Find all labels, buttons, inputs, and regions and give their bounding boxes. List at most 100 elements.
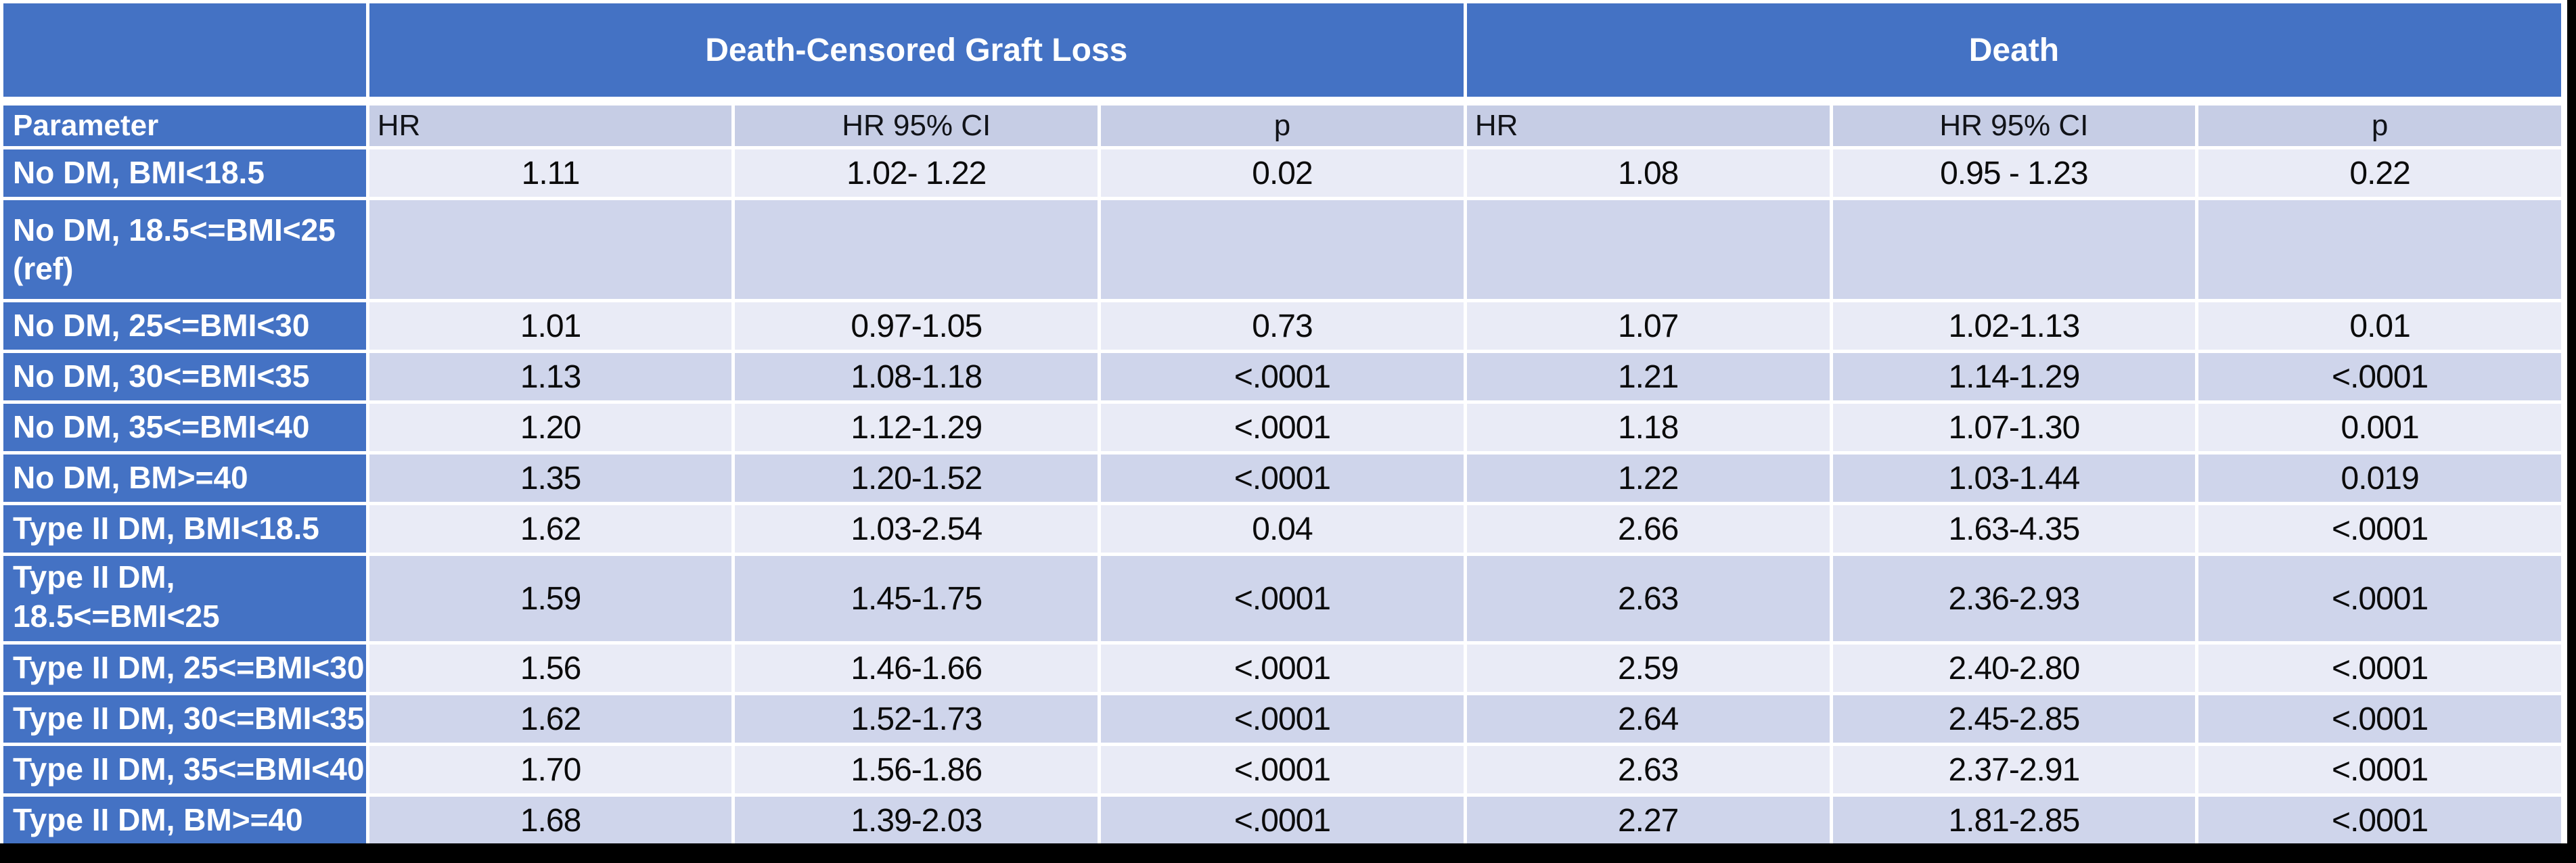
value-cell: 1.59 <box>369 556 732 641</box>
value-cell: 1.45-1.75 <box>735 556 1098 641</box>
value-cell: 0.02 <box>1101 149 1464 197</box>
table-row: Type II DM, 35<=BMI<40 1.70 1.56-1.86 <.… <box>3 746 2561 793</box>
corner-cell <box>3 3 366 102</box>
value-cell: 1.11 <box>369 149 732 197</box>
table-row: No DM, BM>=40 1.35 1.20-1.52 <.0001 1.22… <box>3 454 2561 502</box>
param-cell: Type II DM, BM>=40 <box>3 797 366 844</box>
value-cell: <.0001 <box>2198 556 2561 641</box>
value-cell: 1.02-1.13 <box>1832 302 2196 350</box>
param-cell: Type II DM, 30<=BMI<35 <box>3 695 366 743</box>
value-cell: <.0001 <box>1101 454 1464 502</box>
param-cell: No DM, 30<=BMI<35 <box>3 353 366 400</box>
value-cell: 0.001 <box>2198 404 2561 451</box>
param-label: Type II DM, 30<=BMI<35 <box>13 701 365 737</box>
column-header-hr-death: HR <box>1466 106 1830 146</box>
value-cell: <.0001 <box>1101 695 1464 743</box>
value-cell: 2.63 <box>1466 746 1830 793</box>
group-header-row: Death-Censored Graft Loss Death <box>3 3 2561 102</box>
value-cell: 0.95 - 1.23 <box>1832 149 2196 197</box>
table-row: No DM, BMI<18.5 1.11 1.02- 1.22 0.02 1.0… <box>3 149 2561 197</box>
param-label: Type II DM, 35<=BMI<40 <box>13 751 365 787</box>
value-cell: 1.07 <box>1466 302 1830 350</box>
value-cell: <.0001 <box>1101 746 1464 793</box>
value-cell: 1.02- 1.22 <box>735 149 1098 197</box>
value-cell: 1.21 <box>1466 353 1830 400</box>
table-row: Type II DM, BM>=40 1.68 1.39-2.03 <.0001… <box>3 797 2561 844</box>
value-cell: <.0001 <box>2198 746 2561 793</box>
value-cell: 0.04 <box>1101 505 1464 553</box>
table-row: Type II DM, 18.5<=BMI<25 1.59 1.45-1.75 … <box>3 556 2561 641</box>
param-cell: Type II DM, BMI<18.5 <box>3 505 366 553</box>
param-label: Type II DM, 18.5<=BMI<25 <box>13 559 220 634</box>
table-row: No DM, 35<=BMI<40 1.20 1.12-1.29 <.0001 … <box>3 404 2561 451</box>
value-cell: 1.08-1.18 <box>735 353 1098 400</box>
param-label: No DM, 30<=BMI<35 <box>13 358 310 394</box>
value-cell: 1.68 <box>369 797 732 844</box>
param-label: No DM, 25<=BMI<30 <box>13 308 310 344</box>
param-cell: No DM, 18.5<=BMI<25 (ref) <box>3 200 366 299</box>
value-cell: 1.03-2.54 <box>735 505 1098 553</box>
value-cell: 0.73 <box>1101 302 1464 350</box>
table-row: No DM, 30<=BMI<35 1.13 1.08-1.18 <.0001 … <box>3 353 2561 400</box>
value-cell: 1.03-1.44 <box>1832 454 2196 502</box>
value-cell <box>2198 200 2561 299</box>
hazard-ratio-table: Death-Censored Graft Loss Death Paramete… <box>3 3 2561 844</box>
value-cell: 0.97-1.05 <box>735 302 1098 350</box>
param-label: Type II DM, BMI<18.5 <box>13 511 319 546</box>
param-label: No DM, 35<=BMI<40 <box>13 409 310 445</box>
value-cell: 1.12-1.29 <box>735 404 1098 451</box>
value-cell: 1.46-1.66 <box>735 645 1098 692</box>
param-cell: No DM, 35<=BMI<40 <box>3 404 366 451</box>
value-cell: 1.63-4.35 <box>1832 505 2196 553</box>
value-cell: 2.64 <box>1466 695 1830 743</box>
value-cell: 2.66 <box>1466 505 1830 553</box>
value-cell: 1.13 <box>369 353 732 400</box>
param-cell: Type II DM, 35<=BMI<40 <box>3 746 366 793</box>
value-cell: 1.07-1.30 <box>1832 404 2196 451</box>
screenshot-edge-right <box>2567 0 2576 863</box>
param-cell: No DM, BM>=40 <box>3 454 366 502</box>
param-label-ref: (ref) <box>13 251 74 286</box>
value-cell: 0.019 <box>2198 454 2561 502</box>
value-cell: 2.45-2.85 <box>1832 695 2196 743</box>
param-label: No DM, BM>=40 <box>13 460 248 496</box>
value-cell: 1.01 <box>369 302 732 350</box>
table-row-reference: No DM, 18.5<=BMI<25 (ref) <box>3 200 2561 299</box>
value-cell: 2.37-2.91 <box>1832 746 2196 793</box>
column-header-hr-graft: HR <box>369 106 732 146</box>
value-cell: <.0001 <box>1101 556 1464 641</box>
param-label: No DM, BMI<18.5 <box>13 155 265 191</box>
column-header-ci-graft: HR 95% CI <box>735 106 1098 146</box>
value-cell: 1.14-1.29 <box>1832 353 2196 400</box>
table-row: Type II DM, BMI<18.5 1.62 1.03-2.54 0.04… <box>3 505 2561 553</box>
value-cell: 1.62 <box>369 505 732 553</box>
value-cell: 2.63 <box>1466 556 1830 641</box>
value-cell: <.0001 <box>1101 353 1464 400</box>
value-cell: 0.01 <box>2198 302 2561 350</box>
table-row: Type II DM, 25<=BMI<30 1.56 1.46-1.66 <.… <box>3 645 2561 692</box>
column-header-ci-death: HR 95% CI <box>1832 106 2196 146</box>
value-cell: <.0001 <box>1101 797 1464 844</box>
value-cell: <.0001 <box>2198 797 2561 844</box>
group-header-death: Death <box>1466 3 2561 102</box>
column-header-parameter: Parameter <box>3 106 366 146</box>
value-cell: 1.20 <box>369 404 732 451</box>
value-cell: 1.20-1.52 <box>735 454 1098 502</box>
value-cell: 1.39-2.03 <box>735 797 1098 844</box>
value-cell <box>1466 200 1830 299</box>
value-cell <box>735 200 1098 299</box>
param-cell: No DM, 25<=BMI<30 <box>3 302 366 350</box>
table-row: No DM, 25<=BMI<30 1.01 0.97-1.05 0.73 1.… <box>3 302 2561 350</box>
value-cell: 1.52-1.73 <box>735 695 1098 743</box>
param-cell: Type II DM, 18.5<=BMI<25 <box>3 556 366 641</box>
value-cell: 1.56 <box>369 645 732 692</box>
value-cell: <.0001 <box>2198 505 2561 553</box>
value-cell: 1.18 <box>1466 404 1830 451</box>
value-cell: <.0001 <box>2198 353 2561 400</box>
value-cell: <.0001 <box>2198 645 2561 692</box>
value-cell: 2.40-2.80 <box>1832 645 2196 692</box>
value-cell: 1.08 <box>1466 149 1830 197</box>
value-cell: 1.35 <box>369 454 732 502</box>
table-row: Type II DM, 30<=BMI<35 1.62 1.52-1.73 <.… <box>3 695 2561 743</box>
